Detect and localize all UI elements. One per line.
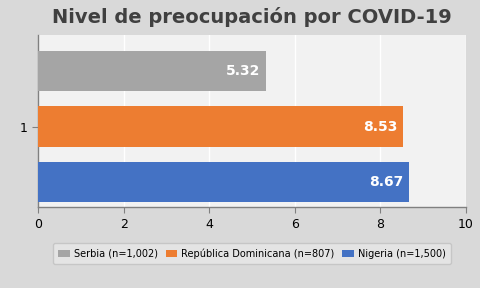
Bar	[38, 107, 403, 147]
Text: 5.32: 5.32	[226, 64, 261, 78]
Bar	[38, 162, 409, 202]
Legend: Serbia (n=1,002), República Dominicana (n=807), Nigeria (n=1,500): Serbia (n=1,002), República Dominicana (…	[53, 243, 451, 264]
Text: 8.53: 8.53	[363, 120, 397, 134]
Text: 8.67: 8.67	[370, 175, 404, 189]
Bar	[38, 51, 265, 91]
Title: Nivel de preocupación por COVID-19: Nivel de preocupación por COVID-19	[52, 7, 452, 27]
